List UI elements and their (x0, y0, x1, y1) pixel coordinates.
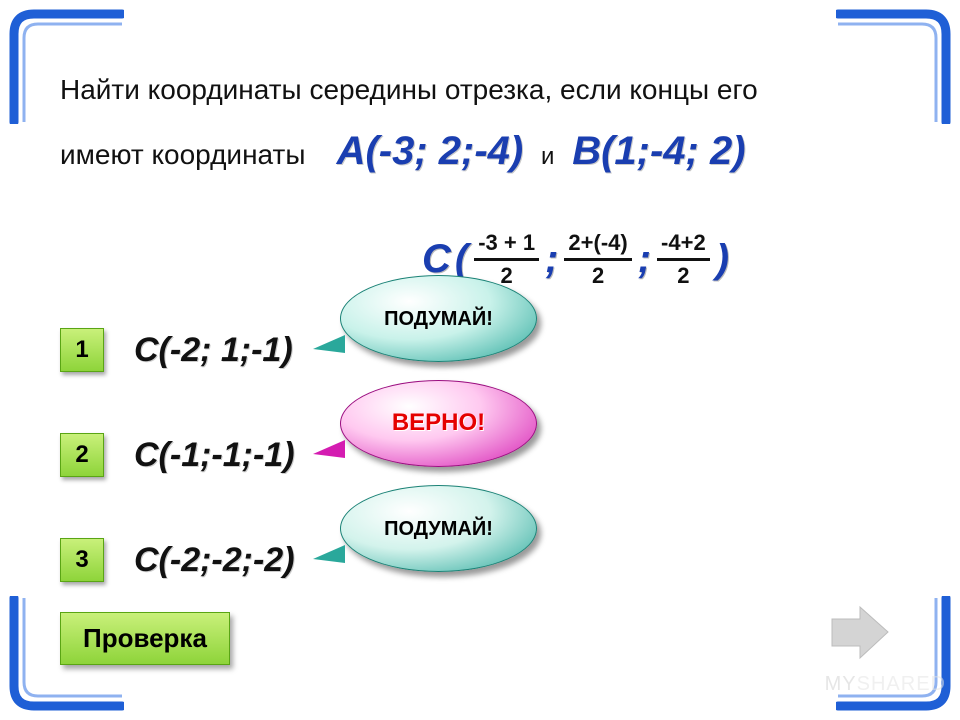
frac3-den: 2 (677, 261, 689, 289)
feedback-bubble-3: ПОДУМАЙ! (340, 485, 537, 572)
question-text: Найти координаты середины отрезка, если … (60, 65, 880, 187)
formula-sep-1: ; (545, 237, 558, 282)
conjunction-and: и (541, 143, 554, 170)
answer-button-1[interactable]: 1 (60, 328, 104, 372)
watermark: MYSHARED (825, 673, 946, 696)
answer-row-1: 1 C(-2; 1;-1) (60, 320, 295, 380)
answer-text-3: C(-2;-2;-2) (134, 541, 295, 580)
frac2-num: 2+(-4) (564, 230, 631, 261)
question-line2-prefix: имеют координаты (60, 139, 305, 170)
correct-bubble: ВЕРНО! (340, 380, 537, 467)
answer-text-2: C(-1;-1;-1) (134, 436, 295, 475)
question-line1: Найти координаты середины отрезка, если … (60, 74, 758, 105)
answer-text-1: C(-2; 1;-1) (134, 331, 293, 370)
feedback-bubble-1: ПОДУМАЙ! (340, 275, 537, 362)
frac3-num: -4+2 (657, 230, 710, 261)
answer-button-2[interactable]: 2 (60, 433, 104, 477)
answer-row-3: 3 C(-2;-2;-2) (60, 530, 295, 590)
formula-close-paren: ) (716, 237, 729, 282)
watermark-part1: MY (825, 673, 857, 695)
feedback-bubble-2: ВЕРНО! (340, 380, 537, 467)
check-button[interactable]: Проверка (60, 612, 230, 665)
formula-sep-2: ; (638, 237, 651, 282)
slide: Найти координаты середины отрезка, если … (0, 0, 960, 720)
answer-button-3[interactable]: 3 (60, 538, 104, 582)
bubble-tail-icon (313, 440, 345, 458)
next-arrow-button[interactable] (830, 605, 890, 660)
watermark-part2: SHARED (857, 673, 946, 695)
think-bubble-1: ПОДУМАЙ! (340, 275, 537, 362)
think-label-2: ПОДУМАЙ! (384, 518, 493, 540)
frac1-num: -3 + 1 (474, 230, 539, 261)
formula-frac-2: 2+(-4) 2 (564, 230, 631, 289)
point-a-coords: A(-3; 2;-4) (337, 129, 524, 173)
correct-label: ВЕРНО! (392, 410, 485, 436)
arrow-right-icon (830, 605, 890, 660)
answers-block: 1 C(-2; 1;-1) 2 C(-1;-1;-1) 3 C(-2;-2;-2… (60, 320, 295, 635)
answer-row-2: 2 C(-1;-1;-1) (60, 425, 295, 485)
formula-frac-3: -4+2 2 (657, 230, 710, 289)
frac2-den: 2 (592, 261, 604, 289)
bubble-tail-icon (313, 335, 345, 353)
point-b-coords: B(1;-4; 2) (572, 129, 745, 173)
think-bubble-2: ПОДУМАЙ! (340, 485, 537, 572)
bubble-tail-icon (313, 545, 345, 563)
think-label-1: ПОДУМАЙ! (384, 308, 493, 330)
